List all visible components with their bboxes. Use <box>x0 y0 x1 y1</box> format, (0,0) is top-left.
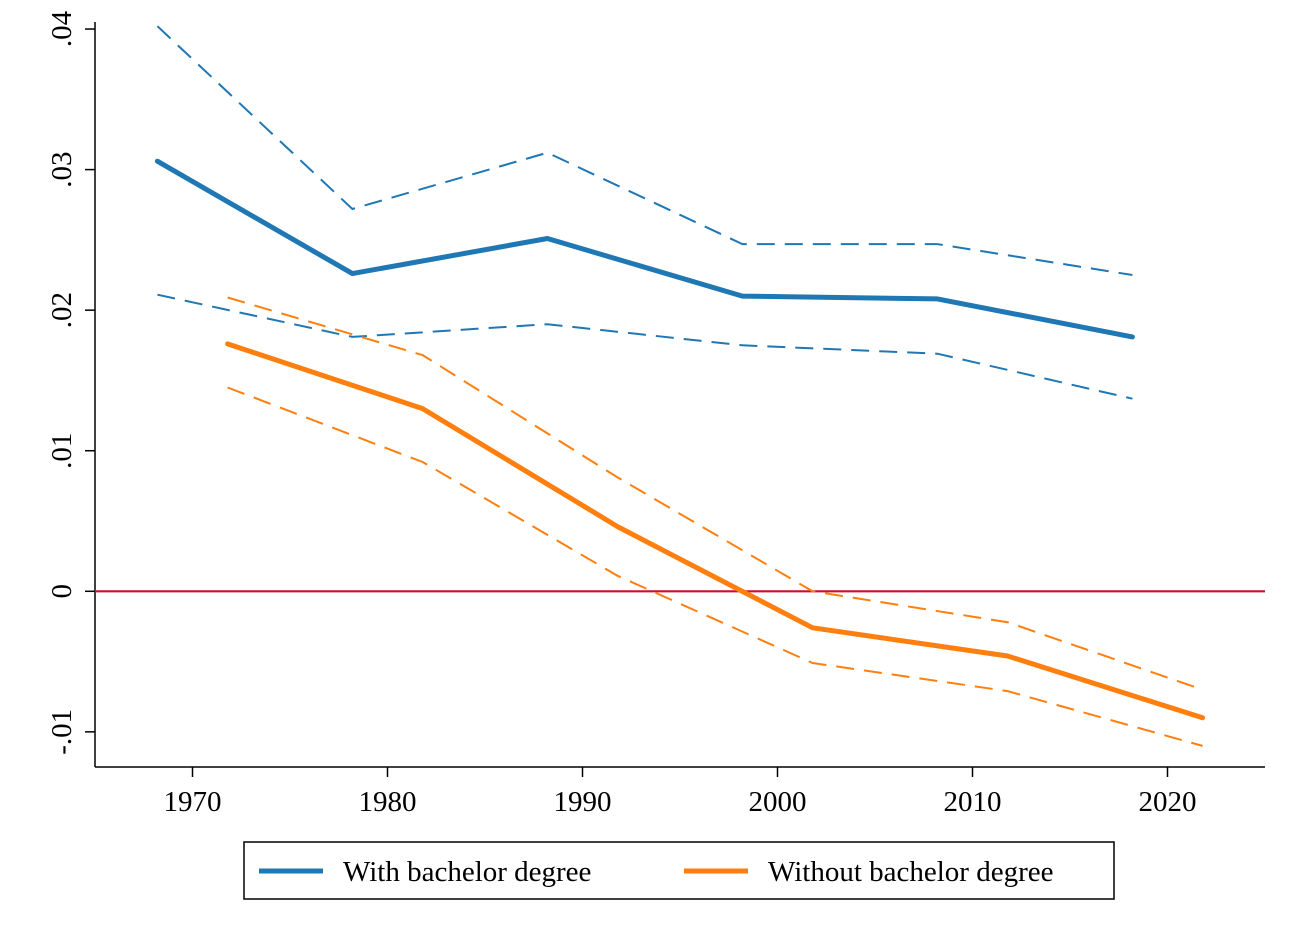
y-tick-label: .03 <box>46 151 78 187</box>
series-0-ci-lower <box>157 293 1133 400</box>
y-tick-label: .04 <box>46 10 78 47</box>
series-0-ci-upper <box>156 25 1133 276</box>
axes: -.01 0 .01 .02 .03 .04 1970 1980 1990 2000 2010 202… <box>46 10 1265 818</box>
x-tick-label: 1970 <box>164 786 222 818</box>
y-tick-label: 0 <box>46 584 78 599</box>
y-tick-label: .02 <box>46 292 78 328</box>
confidence-interval-lines <box>156 25 1203 747</box>
x-tick-label: 2010 <box>944 786 1002 818</box>
series-1-ci-upper <box>227 296 1203 691</box>
series-1-ci-lower <box>227 386 1203 747</box>
legend: With bachelor degree Without bachelor de… <box>243 841 1115 900</box>
x-tick-label: 1990 <box>554 786 612 818</box>
series-1-line <box>225 341 1206 721</box>
series-0-line <box>154 158 1135 340</box>
legend-box <box>243 841 1115 900</box>
series-lines <box>154 158 1206 721</box>
x-tick-label: 2000 <box>749 786 807 818</box>
y-tick-label: .01 <box>46 433 78 469</box>
x-tick-label: 2020 <box>1139 786 1197 818</box>
legend-label-without-bachelor: Without bachelor degree <box>768 856 1053 888</box>
y-tick-label: -.01 <box>46 709 78 755</box>
legend-label-with-bachelor: With bachelor degree <box>343 856 591 888</box>
x-tick-label: 1980 <box>359 786 417 818</box>
